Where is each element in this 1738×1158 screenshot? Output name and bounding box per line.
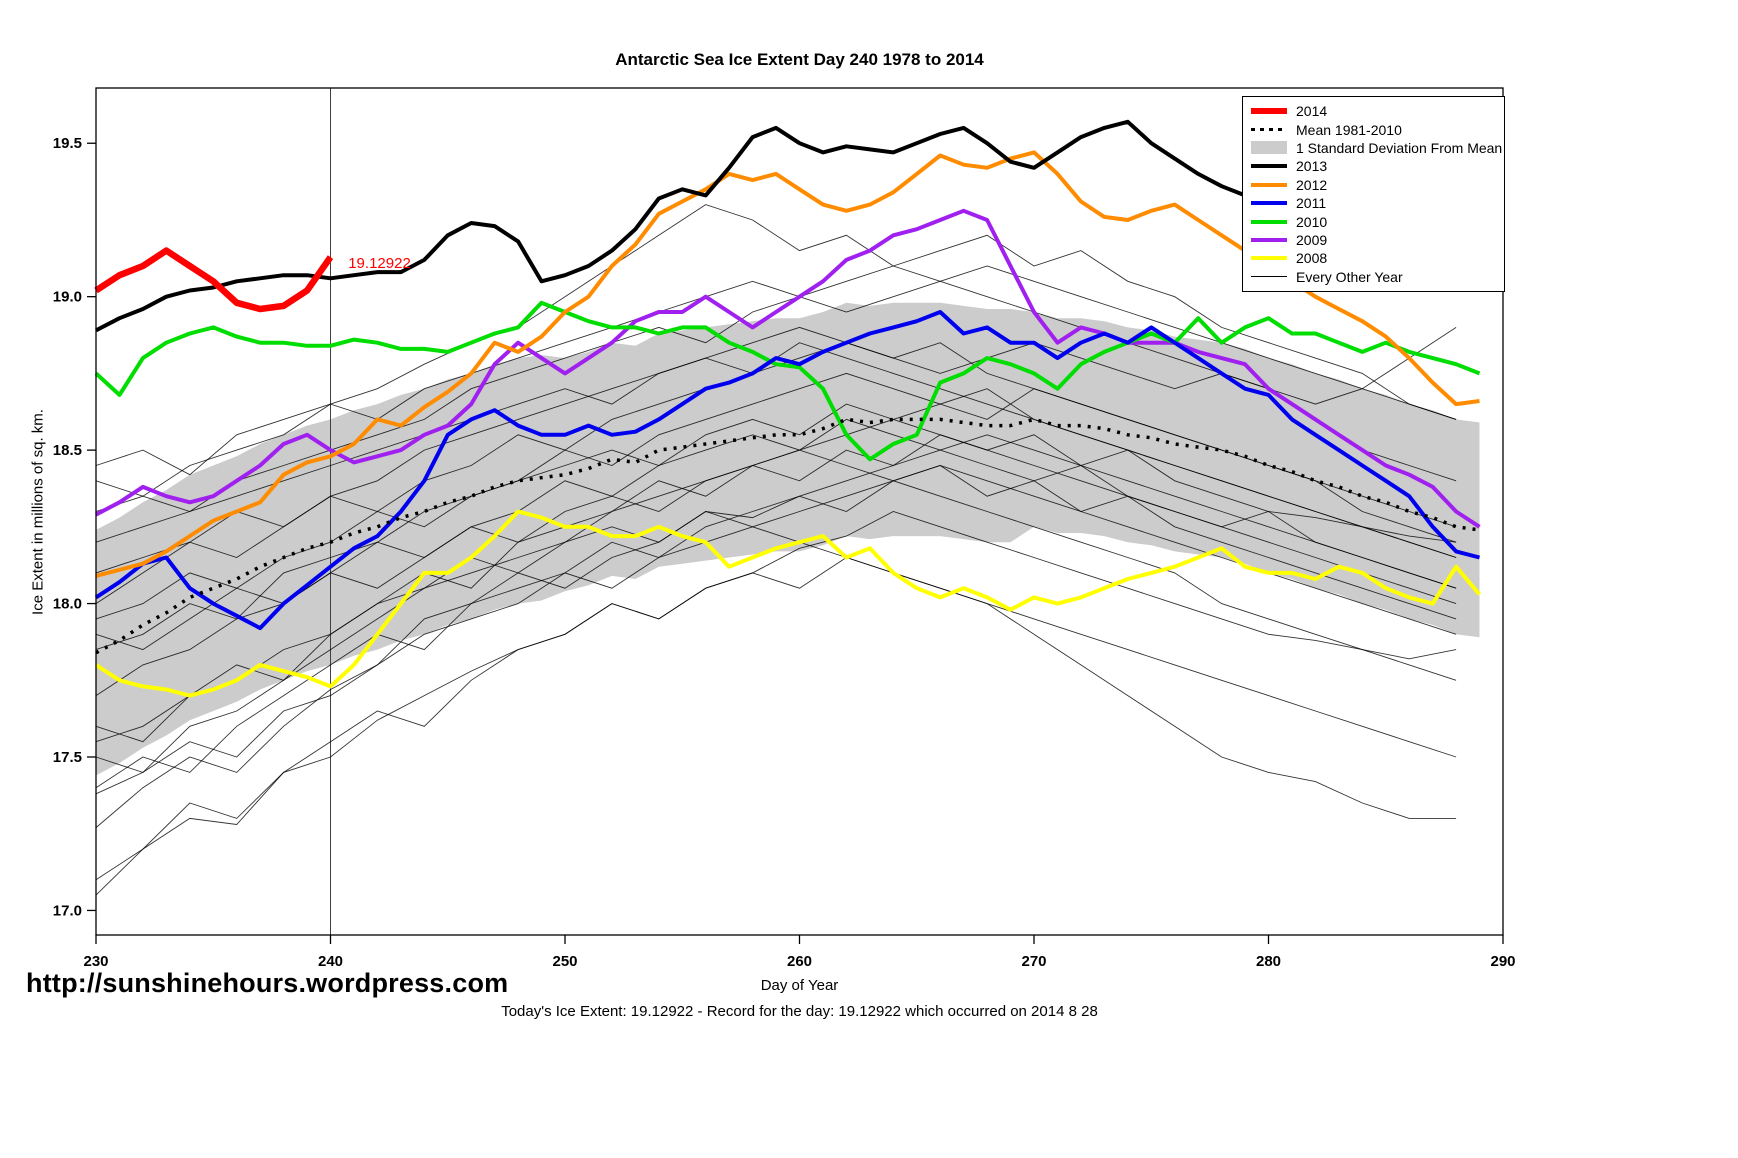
y-tick-label: 19.0 <box>53 289 82 306</box>
chart-legend: 2014 Mean 1981-2010 1 Standard Deviation F… <box>1242 96 1505 292</box>
legend-item: 1 Standard Deviation From Mean <box>1251 139 1502 157</box>
legend-label: 2012 <box>1296 176 1328 193</box>
y-tick-label: 17.0 <box>53 902 82 919</box>
legend-label: 1 Standard Deviation From Mean <box>1296 139 1503 156</box>
x-tick-label: 270 <box>1021 953 1046 970</box>
legend-item: Mean 1981-2010 <box>1251 120 1496 138</box>
legend-label: 2010 <box>1296 213 1328 230</box>
legend-label: Mean 1981-2010 <box>1296 121 1402 138</box>
x-tick-label: 260 <box>787 953 812 970</box>
chart-title: Antarctic Sea Ice Extent Day 240 1978 to… <box>615 50 984 69</box>
other-year-line-4 <box>95 403 1457 651</box>
legend-label: 2013 <box>1296 158 1328 175</box>
x-tick-label: 230 <box>83 953 108 970</box>
legend-swatch <box>1251 128 1287 132</box>
x-tick-label: 240 <box>318 953 343 970</box>
other-year-line-0 <box>95 511 1457 896</box>
y-tick-label: 19.5 <box>53 135 82 152</box>
y-tick-label: 17.5 <box>53 749 82 766</box>
y-tick-label: 18.0 <box>53 596 82 613</box>
legend-swatch <box>1251 164 1287 169</box>
legend-item: 2012 <box>1251 176 1496 194</box>
x-tick-label: 250 <box>552 953 577 970</box>
legend-label: Every Other Year <box>1296 268 1403 285</box>
other-year-line-16 <box>95 557 1457 881</box>
series-line-2009 <box>95 208 1481 529</box>
other-year-line-3 <box>95 234 1457 512</box>
x-axis-title: Day of Year <box>760 977 839 994</box>
footer-note: Today's Ice Extent: 19.12922 - Record fo… <box>501 1003 1098 1020</box>
legend-item: 2011 <box>1251 194 1496 212</box>
legend-item: 2010 <box>1251 212 1496 230</box>
legend-swatch <box>1251 108 1287 115</box>
other-year-line-1 <box>95 434 1457 828</box>
legend-item: Every Other Year <box>1251 268 1496 286</box>
watermark-url: http://sunshinehours.wordpress.com <box>26 968 509 998</box>
series-line-2008 <box>94 509 1482 698</box>
other-year-line-7 <box>95 511 1457 819</box>
other-year-line-11 <box>95 265 1457 512</box>
y-axis-title: Ice Extent in millions of sq. km. <box>29 409 47 615</box>
y-tick-label: 18.5 <box>53 442 82 459</box>
x-tick-label: 290 <box>1490 953 1515 970</box>
legend-swatch <box>1251 219 1287 224</box>
series-line-2010 <box>94 300 1481 462</box>
legend-item: 2009 <box>1251 231 1496 249</box>
legend-label: 2014 <box>1296 103 1328 120</box>
record-value-annotation: 19.12922 <box>348 255 411 272</box>
legend-swatch <box>1251 276 1287 278</box>
legend-label: 2011 <box>1296 195 1327 212</box>
legend-item: 2014 <box>1251 102 1496 120</box>
legend-item: 2013 <box>1251 157 1496 175</box>
x-tick-label: 280 <box>1256 953 1281 970</box>
other-year-line-12 <box>95 465 1457 795</box>
other-year-line-6 <box>95 480 1457 789</box>
legend-item: 2008 <box>1251 249 1496 267</box>
legend-label: 2008 <box>1296 250 1328 267</box>
legend-swatch <box>1251 182 1287 187</box>
legend-swatch <box>1251 141 1287 155</box>
legend-swatch <box>1251 237 1287 242</box>
other-year-line-17 <box>95 449 1457 773</box>
legend-swatch <box>1251 201 1287 206</box>
other-year-line-14 <box>95 434 1457 651</box>
series-line-2011 <box>94 310 1481 631</box>
legend-swatch <box>1251 256 1287 261</box>
legend-label: 2009 <box>1296 231 1328 248</box>
series-line-2014 <box>94 247 334 313</box>
